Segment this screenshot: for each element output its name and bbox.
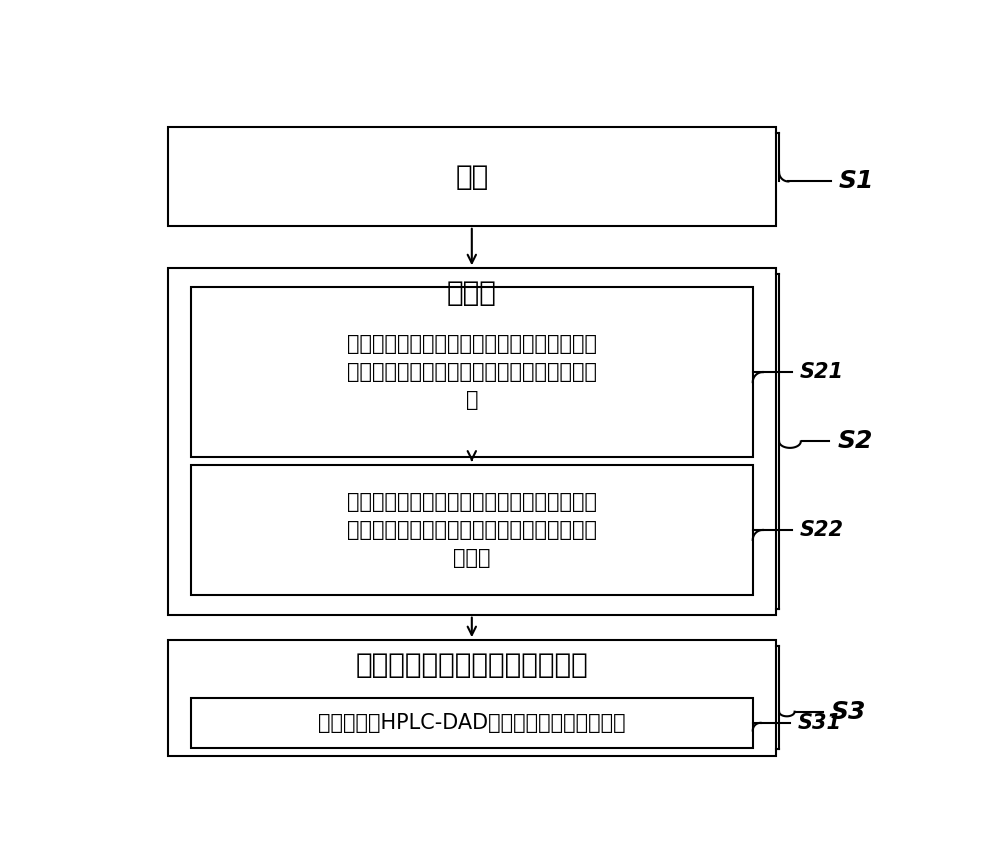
Text: S31: S31 xyxy=(798,713,842,733)
Text: 对预处理后的样品溶液进行测定: 对预处理后的样品溶液进行测定 xyxy=(355,651,588,679)
Text: 取样: 取样 xyxy=(455,162,488,191)
Bar xyxy=(191,287,753,457)
Text: S3: S3 xyxy=(831,700,866,724)
Text: S21: S21 xyxy=(800,362,844,382)
Text: 提取：将待测样品与第一指定量的纯高氯酸混
合，并在第一指定温度下水浴加热第一指定时
间: 提取：将待测样品与第一指定量的纯高氯酸混 合，并在第一指定温度下水浴加热第一指定… xyxy=(347,334,597,410)
Text: S2: S2 xyxy=(837,430,873,453)
Bar xyxy=(168,640,776,755)
Text: 预处理: 预处理 xyxy=(447,279,497,306)
Text: S1: S1 xyxy=(839,169,874,194)
Bar xyxy=(168,268,776,615)
Bar xyxy=(168,128,776,226)
Text: S22: S22 xyxy=(800,520,844,540)
Bar xyxy=(191,698,753,748)
Text: 检测：使用HPLC-DAD检测预处理后的样品溶液: 检测：使用HPLC-DAD检测预处理后的样品溶液 xyxy=(318,713,626,733)
Bar xyxy=(191,464,753,595)
Text: 净化：加入第二指定量的磷酸二氢铵溶液，并
加水至第三指定量，过滤，得到预处理后的样
品溶液: 净化：加入第二指定量的磷酸二氢铵溶液，并 加水至第三指定量，过滤，得到预处理后的… xyxy=(347,492,597,568)
